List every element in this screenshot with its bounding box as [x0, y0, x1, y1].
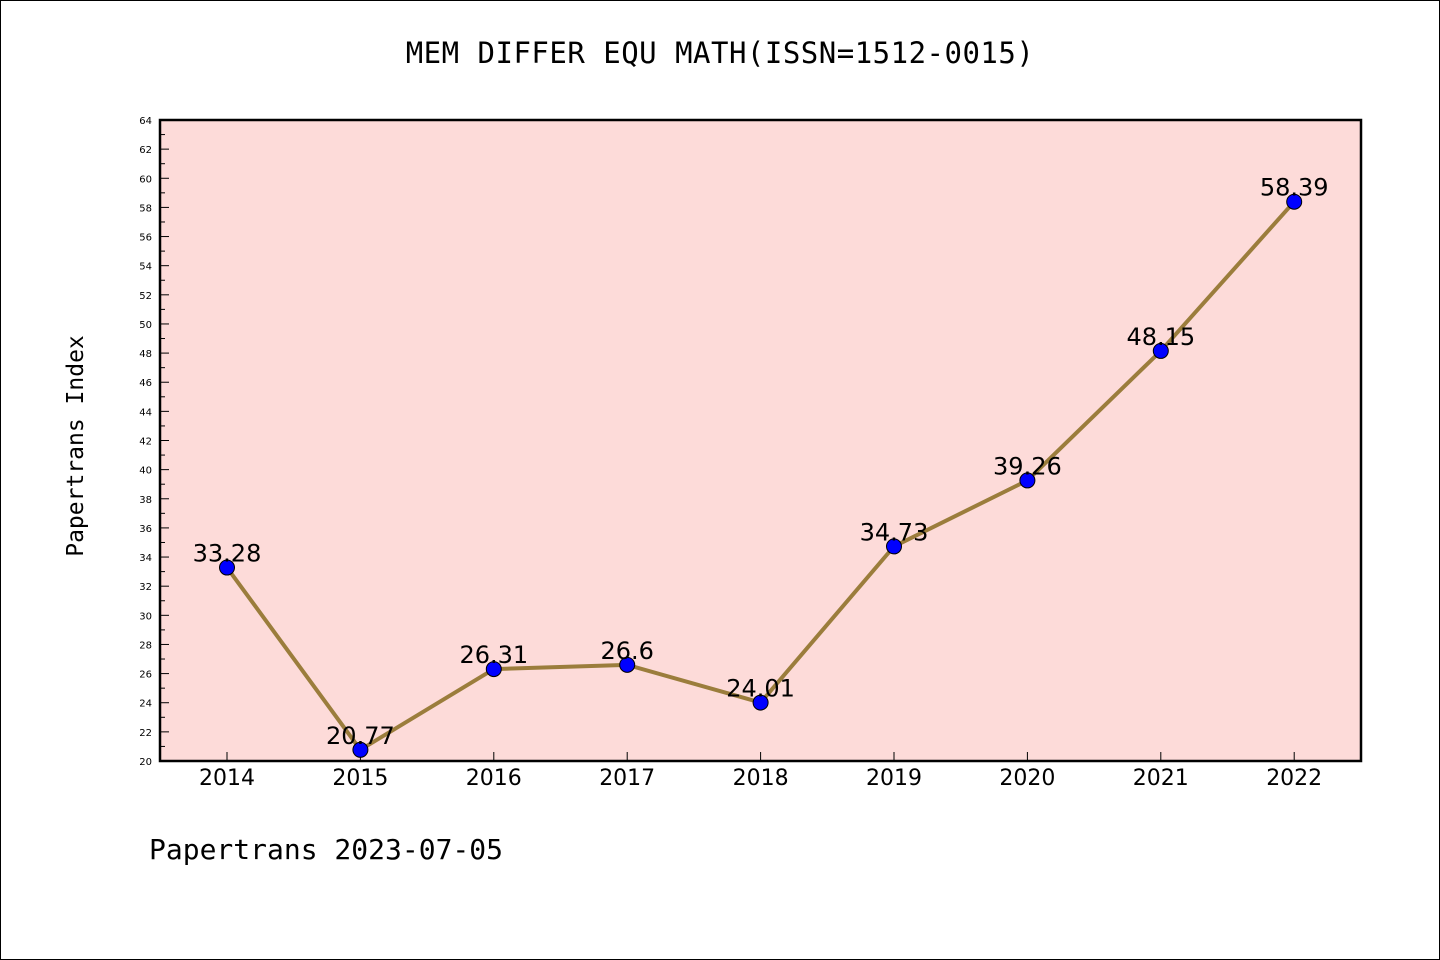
- x-tick-label: 2014: [199, 766, 255, 791]
- y-tick-label: 48: [139, 349, 152, 360]
- y-tick-label: 26: [139, 670, 152, 681]
- y-tick-label: 22: [139, 728, 152, 739]
- data-point: [485, 661, 502, 678]
- data-label: 48.15: [1126, 323, 1195, 351]
- y-tick-label: 62: [139, 145, 152, 156]
- data-label: 26.6: [600, 637, 653, 665]
- chart-title: MEM DIFFER EQU MATH(ISSN=1512-0015): [405, 36, 1035, 70]
- data-point: [752, 694, 769, 711]
- data-point: [1019, 472, 1036, 489]
- x-tick-label: 2022: [1266, 766, 1322, 791]
- y-tick-label: 38: [139, 495, 152, 506]
- y-tick-label: 34: [139, 553, 152, 564]
- x-tick-label: 2020: [999, 766, 1055, 791]
- y-tick-label: 56: [139, 233, 152, 244]
- y-tick-label: 24: [139, 699, 152, 710]
- y-tick-label: 42: [139, 437, 152, 448]
- y-tick-label: 46: [139, 378, 152, 389]
- y-tick-label: 64: [139, 116, 152, 127]
- y-tick-label: 20: [139, 757, 152, 768]
- y-tick-label: 50: [139, 320, 152, 331]
- y-tick-label: 30: [139, 611, 152, 622]
- data-point: [886, 538, 902, 555]
- data-label: 26.31: [459, 641, 528, 669]
- plot-area: [160, 120, 1361, 761]
- data-point: [619, 656, 636, 673]
- data-point: [219, 559, 235, 576]
- data-label: 34.73: [860, 518, 929, 546]
- x-tick-label: 2015: [332, 766, 388, 791]
- y-tick-label: 44: [139, 407, 152, 418]
- y-tick-label: 52: [139, 291, 152, 302]
- y-tick-label: 32: [139, 582, 152, 593]
- x-axis-ticks: 2014 2015 2016 2017 2018 2019 2020 2021 2022: [199, 752, 1322, 791]
- x-tick-label: 2018: [733, 766, 789, 791]
- y-tick-label: 60: [139, 174, 152, 185]
- x-tick-label: 2016: [466, 766, 522, 791]
- y-tick-label: 28: [139, 640, 152, 651]
- data-labels: 33.28 20.77 26.31 26.6 24.01 34.73 39.26 48.15 5…: [193, 174, 1329, 750]
- data-label: 33.28: [193, 540, 262, 568]
- x-tick-label: 2017: [599, 766, 655, 791]
- plot-border: [158, 118, 1363, 763]
- y-tick-label: 54: [139, 262, 152, 273]
- data-label: 20.77: [326, 722, 395, 750]
- data-point: [1286, 193, 1303, 210]
- y-tick-label: 40: [139, 466, 152, 477]
- data-label: 58.39: [1260, 174, 1329, 202]
- data-point: [1152, 342, 1169, 359]
- y-tick-label: 58: [139, 203, 152, 214]
- x-tick-label: 2021: [1133, 766, 1189, 791]
- y-tick-label: 36: [139, 524, 152, 535]
- data-label: 24.01: [726, 675, 795, 703]
- x-tick-label: 2019: [866, 766, 922, 791]
- data-markers: [219, 193, 1303, 758]
- y-axis-ticks: 20 22 24 26 28 30 32 34 36 38 40 42 44 46 48 50 52 54 56 58…: [139, 116, 169, 768]
- data-point: [352, 741, 369, 758]
- data-label: 39.26: [993, 452, 1062, 480]
- footer-caption: Papertrans 2023-07-05: [149, 833, 504, 866]
